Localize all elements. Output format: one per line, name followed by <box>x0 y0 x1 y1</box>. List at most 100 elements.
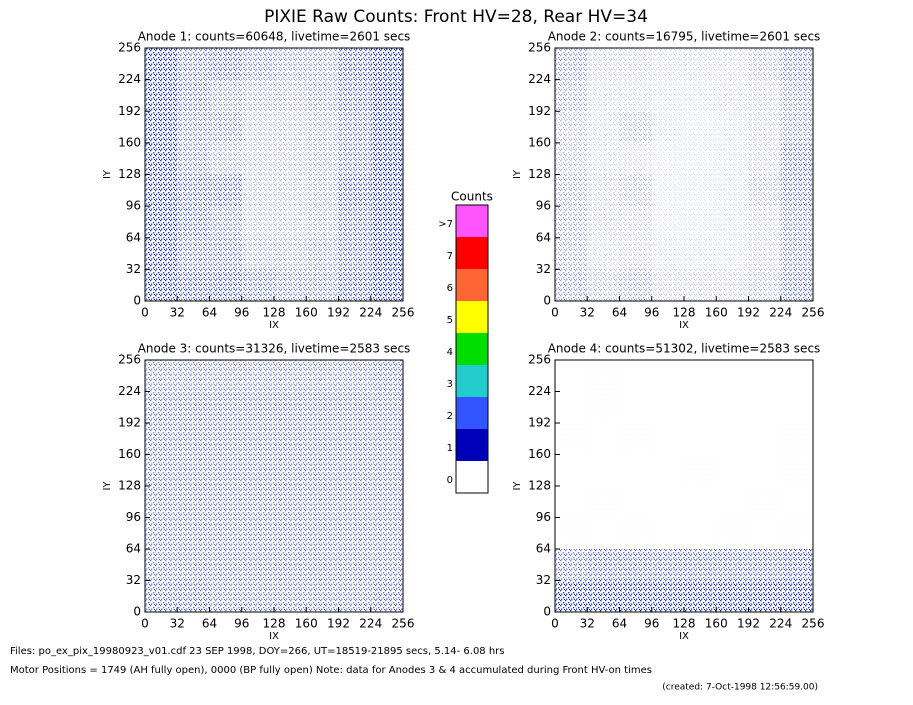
x-tick-label: 256 <box>392 306 415 320</box>
density-cell <box>651 48 684 80</box>
x-tick-label: 96 <box>644 306 659 320</box>
density-cell <box>274 206 307 238</box>
x-tick-label: 224 <box>359 617 382 631</box>
y-tick-label: 64 <box>126 542 141 556</box>
density-cell <box>145 206 178 238</box>
density-cell <box>781 486 813 518</box>
density-cell <box>177 549 210 581</box>
density-cell <box>651 269 684 301</box>
density-cell <box>370 580 403 612</box>
density-cell <box>587 237 620 270</box>
density-cell <box>716 48 749 80</box>
density-cell <box>274 454 307 486</box>
density-cell <box>306 206 339 238</box>
density-cell <box>748 237 781 270</box>
y-tick-label: 32 <box>536 573 551 587</box>
page-title: PIXIE Raw Counts: Front HV=28, Rear HV=3… <box>264 7 648 27</box>
y-tick-label: 32 <box>126 573 141 587</box>
panel-title: Anode 3: counts=31326, livetime=2583 sec… <box>138 342 411 356</box>
density-cell <box>587 423 619 455</box>
density-cell <box>177 580 210 612</box>
x-tick-label: 64 <box>612 306 627 320</box>
density-cell <box>209 423 242 455</box>
density-cell <box>177 486 210 518</box>
density-cell <box>306 360 339 392</box>
density-cell <box>274 486 307 518</box>
y-tick-label: 128 <box>528 479 551 493</box>
density-cell <box>716 580 749 612</box>
density-cell <box>684 423 716 455</box>
density-cell <box>241 206 274 238</box>
density-cell <box>338 237 371 270</box>
x-tick-label: 96 <box>234 617 249 631</box>
colorbar-swatch <box>456 301 488 333</box>
density-cell <box>274 48 307 80</box>
colorbar-swatch <box>456 205 488 237</box>
y-tick-label: 224 <box>118 384 141 398</box>
density-cell <box>177 174 210 207</box>
x-tick-label: 0 <box>551 617 559 631</box>
density-cell <box>209 48 242 80</box>
density-cell <box>209 111 242 143</box>
density-cell <box>749 518 781 550</box>
footer-files: Files: po_ex_pix_19980923_v01.cdf 23 SEP… <box>10 646 505 657</box>
density-cell <box>619 237 652 270</box>
density-cell <box>209 517 242 549</box>
x-tick-label: 128 <box>263 617 286 631</box>
density-cell <box>338 206 371 238</box>
density-cell <box>652 455 684 487</box>
density-cell <box>338 174 371 207</box>
density-cell <box>716 392 748 424</box>
density-cell <box>177 269 210 301</box>
density-cell <box>274 111 307 143</box>
density-cell <box>716 111 749 143</box>
y-axis-label: IY <box>512 169 523 179</box>
density-cell <box>619 206 652 238</box>
y-tick-label: 0 <box>543 294 551 308</box>
y-tick-label: 160 <box>528 135 551 149</box>
density-cell <box>209 360 242 392</box>
density-cell <box>370 391 403 423</box>
density-cell <box>748 48 781 80</box>
y-tick-label: 192 <box>528 416 551 430</box>
density-cell <box>555 392 587 424</box>
density-cell <box>587 580 620 612</box>
density-cell <box>209 237 242 270</box>
density-cell <box>145 237 178 270</box>
density-cell <box>241 111 274 143</box>
density-cell <box>145 360 178 392</box>
y-tick-label: 64 <box>536 542 551 556</box>
density-cell <box>619 549 652 581</box>
x-tick-label: 0 <box>141 617 149 631</box>
density-cell <box>587 392 619 424</box>
colorbar-label: 6 <box>447 283 453 294</box>
density-cell <box>306 454 339 486</box>
density-cell <box>716 423 748 455</box>
density-cell <box>555 237 588 270</box>
density-cell <box>274 549 307 581</box>
density-cell <box>241 360 274 392</box>
density-cell <box>684 79 717 112</box>
density-cell <box>684 206 717 238</box>
density-cell <box>780 269 813 301</box>
x-tick-label: 96 <box>234 306 249 320</box>
density-cell <box>370 269 403 301</box>
density-cell <box>177 237 210 270</box>
x-tick-label: 192 <box>737 617 760 631</box>
density-cell <box>370 111 403 143</box>
y-tick-label: 96 <box>536 199 551 213</box>
density-cell <box>587 48 620 80</box>
density-cell <box>306 423 339 455</box>
density-cell <box>370 517 403 549</box>
density-cell <box>274 142 307 175</box>
density-cell <box>274 517 307 549</box>
density-cell <box>716 549 749 581</box>
density-cell <box>652 486 684 518</box>
density-cell <box>370 454 403 486</box>
y-tick-label: 192 <box>118 416 141 430</box>
density-cell <box>780 580 813 612</box>
x-tick-label: 160 <box>705 306 728 320</box>
density-cell <box>555 423 587 455</box>
density-cell <box>338 360 371 392</box>
density-cell <box>587 174 620 207</box>
